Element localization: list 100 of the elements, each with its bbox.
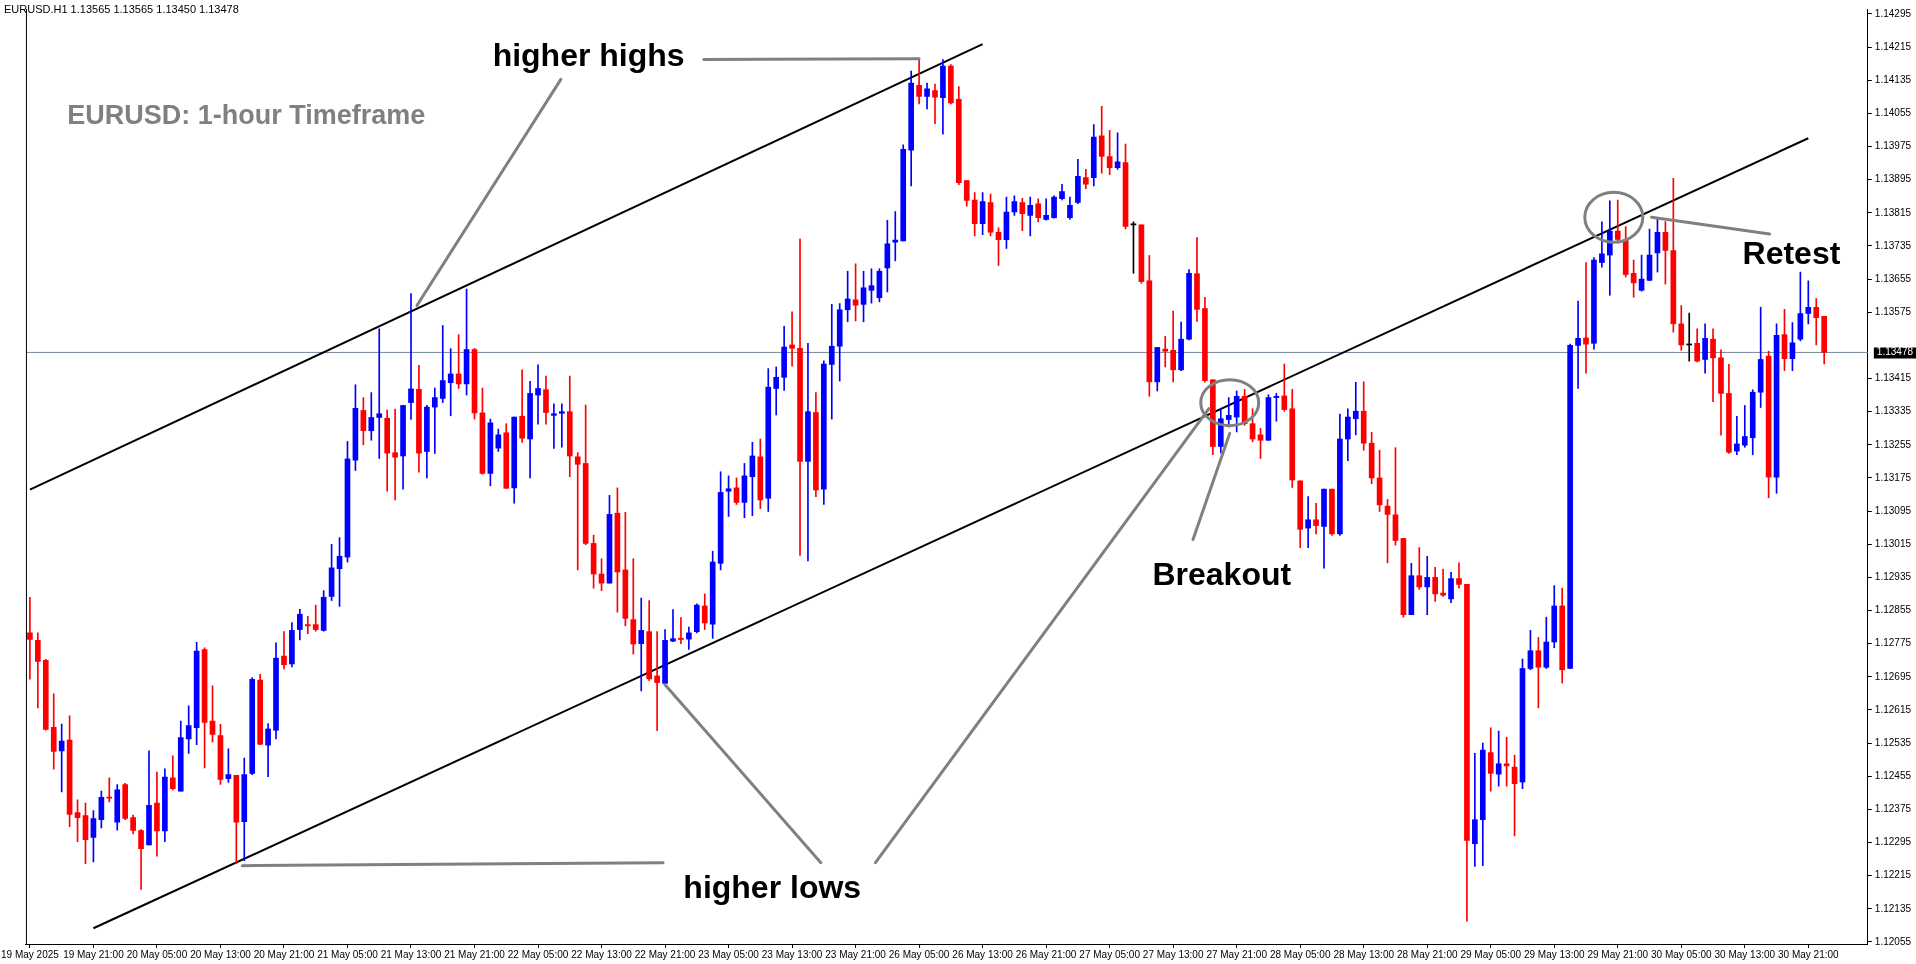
ref-line-label: 1.13478	[1876, 346, 1914, 358]
x-tick-label: 21 May 13:00	[380, 948, 442, 960]
candlestick	[1424, 555, 1431, 615]
candlestick	[1440, 568, 1446, 597]
y-tick-label: 1.13895	[1874, 173, 1912, 185]
candlestick	[1607, 200, 1613, 296]
x-tick-label: 26 May 13:00	[952, 948, 1014, 960]
y-tick-label: 1.12615	[1874, 703, 1912, 715]
annotation: EURUSD.H1 1.13565 1.13565 1.13450 1.13478	[4, 3, 239, 16]
candlestick	[439, 325, 446, 403]
candlestick	[1472, 753, 1478, 867]
x-tick-label: 23 May 13:00	[761, 948, 823, 960]
y-tick-label: 1.13175	[1874, 471, 1912, 483]
y-tick-label: 1.12535	[1874, 736, 1912, 748]
y-tick-label: 1.13655	[1874, 272, 1912, 284]
candlestick	[892, 211, 899, 262]
x-tick-label: 20 May 21:00	[253, 948, 315, 960]
x-tick-label: 29 May 05:00	[1460, 948, 1522, 960]
y-tick-label: 1.13575	[1874, 305, 1912, 317]
y-tick-label: 1.12855	[1874, 604, 1912, 616]
y-tick-label: 1.13095	[1874, 504, 1912, 516]
y-tick-label: 1.14135	[1874, 74, 1912, 85]
x-tick-label: 28 May 13:00	[1333, 948, 1395, 960]
candlestick	[304, 615, 311, 635]
candlestick	[1575, 300, 1581, 389]
candlestick	[551, 403, 557, 449]
candlestick	[670, 609, 676, 642]
candlestick	[1710, 328, 1716, 403]
candlestick	[392, 408, 398, 501]
candlestick	[805, 342, 811, 562]
candlestick	[678, 617, 684, 644]
candlestick	[1741, 405, 1748, 448]
candlestick	[1352, 381, 1359, 436]
x-tick-label: 23 May 05:00	[698, 948, 760, 960]
candlestick	[431, 387, 438, 454]
candlestick	[638, 597, 645, 692]
y-tick-label: 1.13815	[1874, 206, 1912, 218]
x-tick-label: 19 May 21:00	[63, 948, 125, 960]
y-tick-label: 1.12695	[1874, 670, 1912, 682]
x-tick-label: 29 May 13:00	[1523, 948, 1585, 960]
y-tick-label: 1.12295	[1874, 836, 1912, 848]
y-tick-label: 1.14055	[1874, 107, 1912, 119]
y-tick-label: 1.12215	[1874, 869, 1912, 881]
candlestick	[654, 631, 660, 731]
x-tick-label: 28 May 21:00	[1396, 948, 1458, 960]
x-tick-label: 27 May 13:00	[1142, 948, 1204, 960]
candlestick	[1805, 280, 1812, 325]
text: EURUSD: 1-hour Timeframe	[67, 99, 426, 130]
candlestick	[408, 293, 414, 420]
x-tick-label: 30 May 13:00	[1714, 948, 1776, 960]
x-tick-label: 26 May 21:00	[1015, 948, 1077, 960]
candlestick	[1305, 496, 1311, 548]
y-tick-label: 1.12135	[1874, 902, 1912, 914]
candlestick	[559, 403, 565, 448]
candlestick	[27, 596, 33, 680]
candlestick	[789, 311, 795, 367]
x-tick-label: 22 May 13:00	[571, 948, 633, 960]
candlestick	[1813, 298, 1820, 346]
candlestick	[574, 452, 581, 571]
y-tick-label: 1.12455	[1874, 769, 1912, 781]
x-tick-label: 21 May 21:00	[444, 948, 506, 960]
x-tick-label: 21 May 05:00	[317, 948, 379, 960]
x-tick-label: 22 May 21:00	[634, 948, 696, 960]
candlestick	[1583, 262, 1589, 374]
candlestick	[932, 83, 938, 125]
candlestick	[447, 348, 454, 417]
y-tick-label: 1.13335	[1874, 405, 1912, 417]
y-tick-label: 1.14295	[1874, 7, 1912, 19]
candlestick	[1495, 730, 1502, 787]
y-tick-label: 1.12375	[1874, 803, 1912, 815]
x-tick-label: 27 May 21:00	[1206, 948, 1268, 960]
y-tick-label: 1.13255	[1874, 438, 1912, 450]
x-tick-label: 22 May 05:00	[507, 948, 569, 960]
y-tick-label: 1.12935	[1874, 571, 1912, 583]
x-tick-label: 27 May 05:00	[1079, 948, 1141, 960]
x-tick-label: 30 May 21:00	[1778, 948, 1840, 960]
candlestick	[1313, 502, 1319, 535]
y-tick-label: 1.13415	[1874, 372, 1912, 384]
x-tick-label: 28 May 05:00	[1269, 948, 1331, 960]
annotation: higher lows	[683, 869, 862, 906]
candlestick	[281, 631, 287, 670]
candlestick	[376, 328, 383, 459]
x-tick-label: 23 May 21:00	[825, 948, 887, 960]
y-tick-label: 1.12775	[1874, 637, 1912, 649]
candlestick	[1162, 335, 1169, 368]
x-tick-label: 30 May 05:00	[1650, 948, 1713, 960]
candlestick	[1734, 415, 1740, 456]
y-tick-label: 1.14215	[1874, 40, 1912, 52]
y-tick-label: 1.12055	[1874, 935, 1912, 947]
y-tick-label: 1.13015	[1874, 537, 1912, 549]
annotation: higher highs	[492, 37, 685, 74]
x-tick-label: 26 May 05:00	[888, 948, 950, 960]
candlestick	[106, 777, 113, 803]
candlestick	[828, 304, 835, 420]
y-tick-label: 1.13975	[1874, 140, 1912, 152]
candlestick	[1043, 198, 1049, 221]
x-tick-label: 29 May 21:00	[1587, 948, 1649, 960]
annotation: Retest	[1742, 234, 1841, 271]
annotation: Breakout	[1152, 555, 1292, 592]
x-tick-label: 19 May 2025	[0, 948, 60, 960]
